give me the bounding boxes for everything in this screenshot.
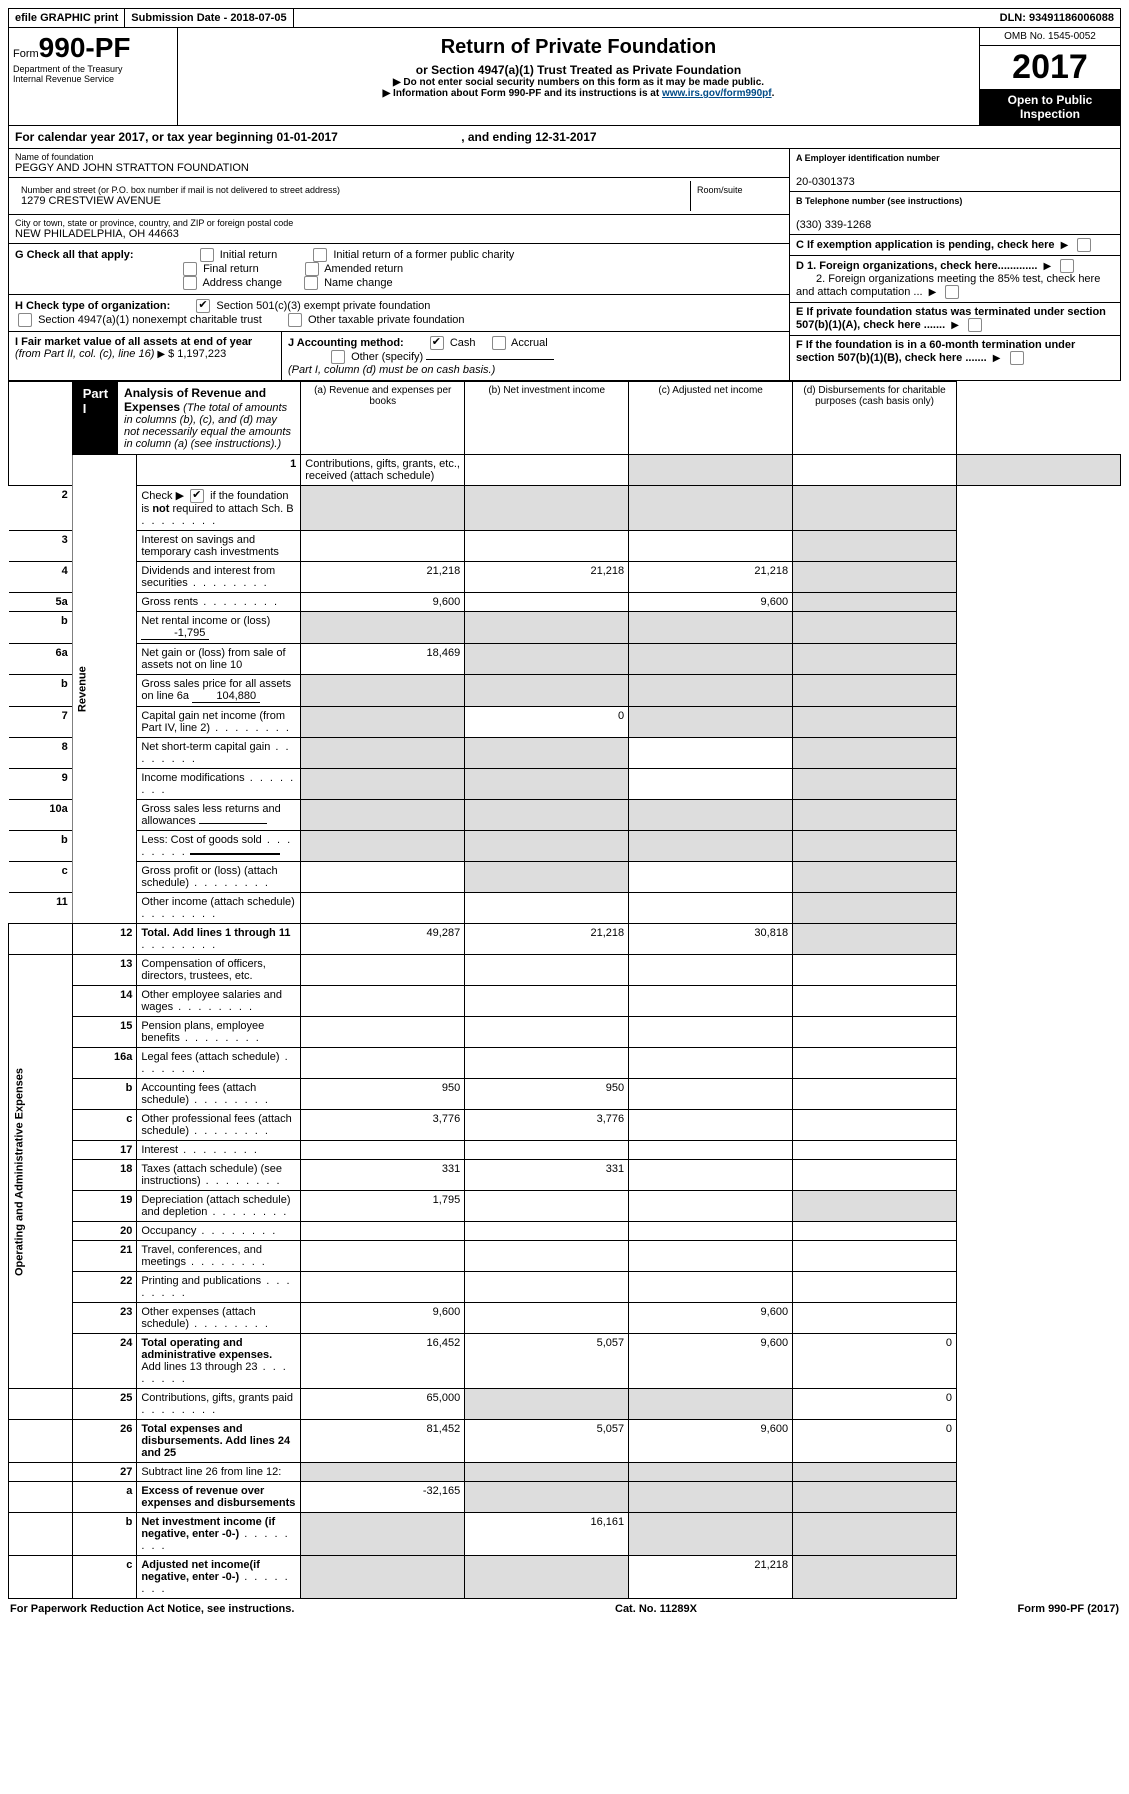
dln: DLN: 93491186006088 <box>994 9 1120 27</box>
chk-address-change[interactable] <box>183 276 197 290</box>
chk-accrual[interactable] <box>492 336 506 350</box>
chk-initial-return[interactable] <box>200 248 214 262</box>
notice-2: ▶ Information about Form 990-PF and its … <box>186 88 971 99</box>
form-title: Return of Private Foundation <box>186 36 971 59</box>
name-label: Name of foundation <box>15 152 783 162</box>
calendar-year-row: For calendar year 2017, or tax year begi… <box>8 126 1121 149</box>
col-c-header: (c) Adjusted net income <box>629 382 793 455</box>
notice-1: ▶ Do not enter social security numbers o… <box>186 77 971 88</box>
chk-foreign-org[interactable] <box>1060 259 1074 273</box>
section-i-label: I Fair market value of all assets at end… <box>15 336 252 348</box>
foundation-name: PEGGY AND JOHN STRATTON FOUNDATION <box>15 162 783 174</box>
section-j-label: J Accounting method: <box>288 337 404 349</box>
city-state-zip: NEW PHILADELPHIA, OH 44663 <box>15 228 783 240</box>
page-footer: For Paperwork Reduction Act Notice, see … <box>8 1599 1121 1619</box>
efile-label: efile GRAPHIC print <box>9 9 125 27</box>
form-header: Form990-PF Department of the Treasury In… <box>8 28 1121 126</box>
chk-85pct[interactable] <box>945 285 959 299</box>
chk-501c3[interactable] <box>196 299 210 313</box>
footer-left: For Paperwork Reduction Act Notice, see … <box>10 1603 294 1615</box>
chk-4947[interactable] <box>18 313 32 327</box>
form-number: Form990-PF <box>13 32 173 64</box>
section-j-note: (Part I, column (d) must be on cash basi… <box>288 364 495 376</box>
revenue-side-label: Revenue <box>72 455 137 924</box>
omb-number: OMB No. 1545-0052 <box>980 28 1120 46</box>
chk-other-method[interactable] <box>331 350 345 364</box>
ein-value: 20-0301373 <box>796 176 855 188</box>
addr-label: Number and street (or P.O. box number if… <box>21 185 684 195</box>
info-grid: Name of foundation PEGGY AND JOHN STRATT… <box>8 149 1121 381</box>
col-b-header: (b) Net investment income <box>465 382 629 455</box>
chk-exemption-pending[interactable] <box>1077 238 1091 252</box>
street-address: 1279 CRESTVIEW AVENUE <box>21 195 684 207</box>
irs-text: Internal Revenue Service <box>13 74 173 84</box>
ein-label: A Employer identification number <box>796 153 940 163</box>
form-subtitle: or Section 4947(a)(1) Trust Treated as P… <box>186 63 971 77</box>
chk-final-return[interactable] <box>183 262 197 276</box>
city-label: City or town, state or province, country… <box>15 218 783 228</box>
expenses-side-label: Operating and Administrative Expenses <box>9 955 73 1389</box>
part1-table: Part I Analysis of Revenue and Expenses … <box>8 381 1121 1599</box>
section-i-from: (from Part II, col. (c), line 16) <box>15 348 154 360</box>
part1-label: Part I <box>73 382 118 454</box>
top-bar: efile GRAPHIC print Submission Date - 20… <box>8 8 1121 28</box>
footer-mid: Cat. No. 11289X <box>615 1603 697 1615</box>
tax-year: 2017 <box>980 46 1120 89</box>
dept-text: Department of the Treasury <box>13 64 173 74</box>
chk-name-change[interactable] <box>304 276 318 290</box>
fmv-value: $ 1,197,223 <box>168 348 226 360</box>
chk-terminated[interactable] <box>968 318 982 332</box>
open-public-badge: Open to Public Inspection <box>980 89 1120 125</box>
section-c-label: C If exemption application is pending, c… <box>796 239 1055 251</box>
section-f: F If the foundation is in a 60-month ter… <box>796 339 1075 364</box>
footer-right: Form 990-PF (2017) <box>1018 1603 1120 1615</box>
irs-link[interactable]: www.irs.gov/form990pf <box>662 88 772 99</box>
chk-initial-former[interactable] <box>313 248 327 262</box>
chk-schb[interactable] <box>190 489 204 503</box>
chk-amended[interactable] <box>305 262 319 276</box>
part1-title: Analysis of Revenue and Expenses (The to… <box>118 382 300 454</box>
col-a-header: (a) Revenue and expenses per books <box>301 382 465 455</box>
chk-60month[interactable] <box>1010 351 1024 365</box>
submission-date: Submission Date - 2018-07-05 <box>125 9 293 27</box>
room-label: Room/suite <box>697 185 777 195</box>
tel-label: B Telephone number (see instructions) <box>796 196 962 206</box>
tel-value: (330) 339-1268 <box>796 219 871 231</box>
chk-other-taxable[interactable] <box>288 313 302 327</box>
section-g: G Check all that apply: Initial return I… <box>9 244 789 295</box>
section-h: H Check type of organization: Section 50… <box>9 295 789 332</box>
chk-cash[interactable] <box>430 336 444 350</box>
col-d-header: (d) Disbursements for charitable purpose… <box>793 382 957 455</box>
section-d1: D 1. Foreign organizations, check here..… <box>796 260 1037 272</box>
